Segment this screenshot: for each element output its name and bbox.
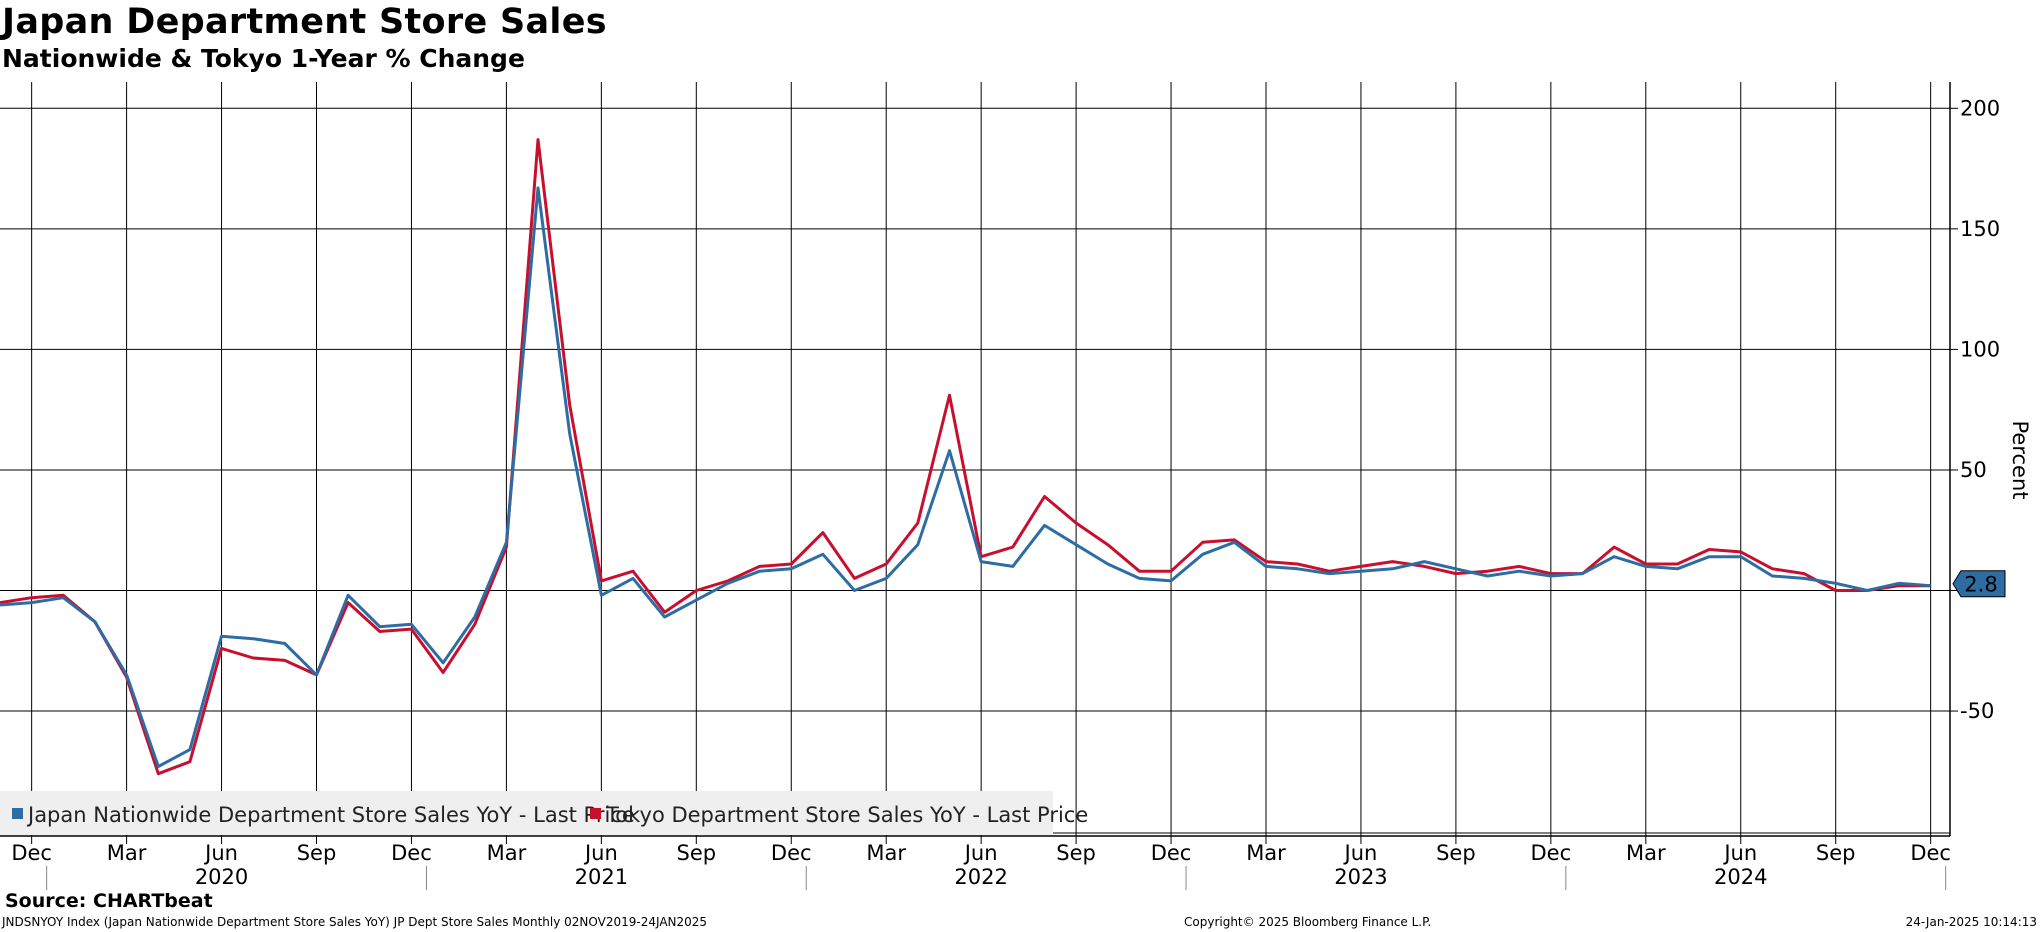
x-tick-label: Jun xyxy=(963,841,998,865)
series-lines xyxy=(0,138,1931,776)
x-tick-label: Sep xyxy=(297,841,337,865)
chart-subtitle: Nationwide & Tokyo 1-Year % Change xyxy=(2,44,525,73)
x-year-label: 2022 xyxy=(954,865,1007,889)
x-year-label: 2020 xyxy=(195,865,248,889)
x-year-label: 2024 xyxy=(1714,865,1767,889)
x-tick-label: Sep xyxy=(1436,841,1476,865)
y-tick-label: 100 xyxy=(1960,337,2000,361)
last-value-text: 2.8 xyxy=(1964,573,1997,597)
x-tick-label: Dec xyxy=(771,841,812,865)
legend-background xyxy=(0,791,1053,835)
x-tick-label: Dec xyxy=(1151,841,1192,865)
y-axis-label: Percent xyxy=(2008,420,2032,499)
x-tick-label: Dec xyxy=(1910,841,1951,865)
y-tick-label: 200 xyxy=(1960,96,2000,120)
footer-timestamp: 24-Jan-2025 10:14:13 xyxy=(1905,915,2037,929)
x-tick-label: Jun xyxy=(1343,841,1378,865)
series-line-nationwide xyxy=(0,186,1931,768)
x-tick-label: Sep xyxy=(677,841,717,865)
series-line-tokyo xyxy=(0,138,1931,776)
x-tick-label: Dec xyxy=(11,841,52,865)
chart-title: Japan Department Store Sales xyxy=(2,2,607,42)
source-note: Source: CHARTbeat xyxy=(5,890,213,912)
horizontal-gridlines xyxy=(0,107,1950,712)
plot-frame xyxy=(0,82,1951,837)
x-tick-label: Dec xyxy=(1531,841,1572,865)
x-axis: Dec Mar Jun Sep Dec Mar Jun Sep Dec Mar Jun Sep Dec M… xyxy=(11,836,1951,890)
legend-label-tokyo: Tokyo Department Store Sales YoY - Last … xyxy=(605,803,1088,827)
footer-index-info: JNDSNYOY Index (Japan Nationwide Departm… xyxy=(2,915,708,929)
x-tick-label: Jun xyxy=(583,841,618,865)
last-value-marker: 2.8 xyxy=(1952,570,2006,598)
x-year-label: 2023 xyxy=(1334,865,1387,889)
x-tick-label: Mar xyxy=(1626,841,1666,865)
y-tick-label: -50 xyxy=(1960,699,1994,723)
x-tick-label: Dec xyxy=(391,841,432,865)
y-tick-label: 150 xyxy=(1960,217,2000,241)
legend: Japan Nationwide Department Store Sales … xyxy=(0,791,1088,835)
x-tick-label: Mar xyxy=(107,841,147,865)
legend-label-nationwide: Japan Nationwide Department Store Sales … xyxy=(26,803,635,827)
last-value-tag xyxy=(1952,570,2006,598)
x-tick-label: Sep xyxy=(1056,841,1096,865)
x-tick-label: Jun xyxy=(203,841,238,865)
legend-swatch-tokyo xyxy=(590,808,601,819)
x-year-label: 2021 xyxy=(575,865,628,889)
x-tick-label: Mar xyxy=(1246,841,1286,865)
x-tick-label: Mar xyxy=(487,841,527,865)
y-tick-label: 50 xyxy=(1960,458,1987,482)
x-tick-label: Jun xyxy=(1722,841,1757,865)
footer-copyright: Copyright© 2025 Bloomberg Finance L.P. xyxy=(1184,915,1432,929)
vertical-gridlines xyxy=(31,82,1932,836)
x-tick-label: Sep xyxy=(1816,841,1856,865)
x-tick-label: Mar xyxy=(866,841,906,865)
legend-swatch-nationwide xyxy=(12,808,23,819)
y-axis: 200 150 100 50 -50 xyxy=(1950,96,2000,723)
